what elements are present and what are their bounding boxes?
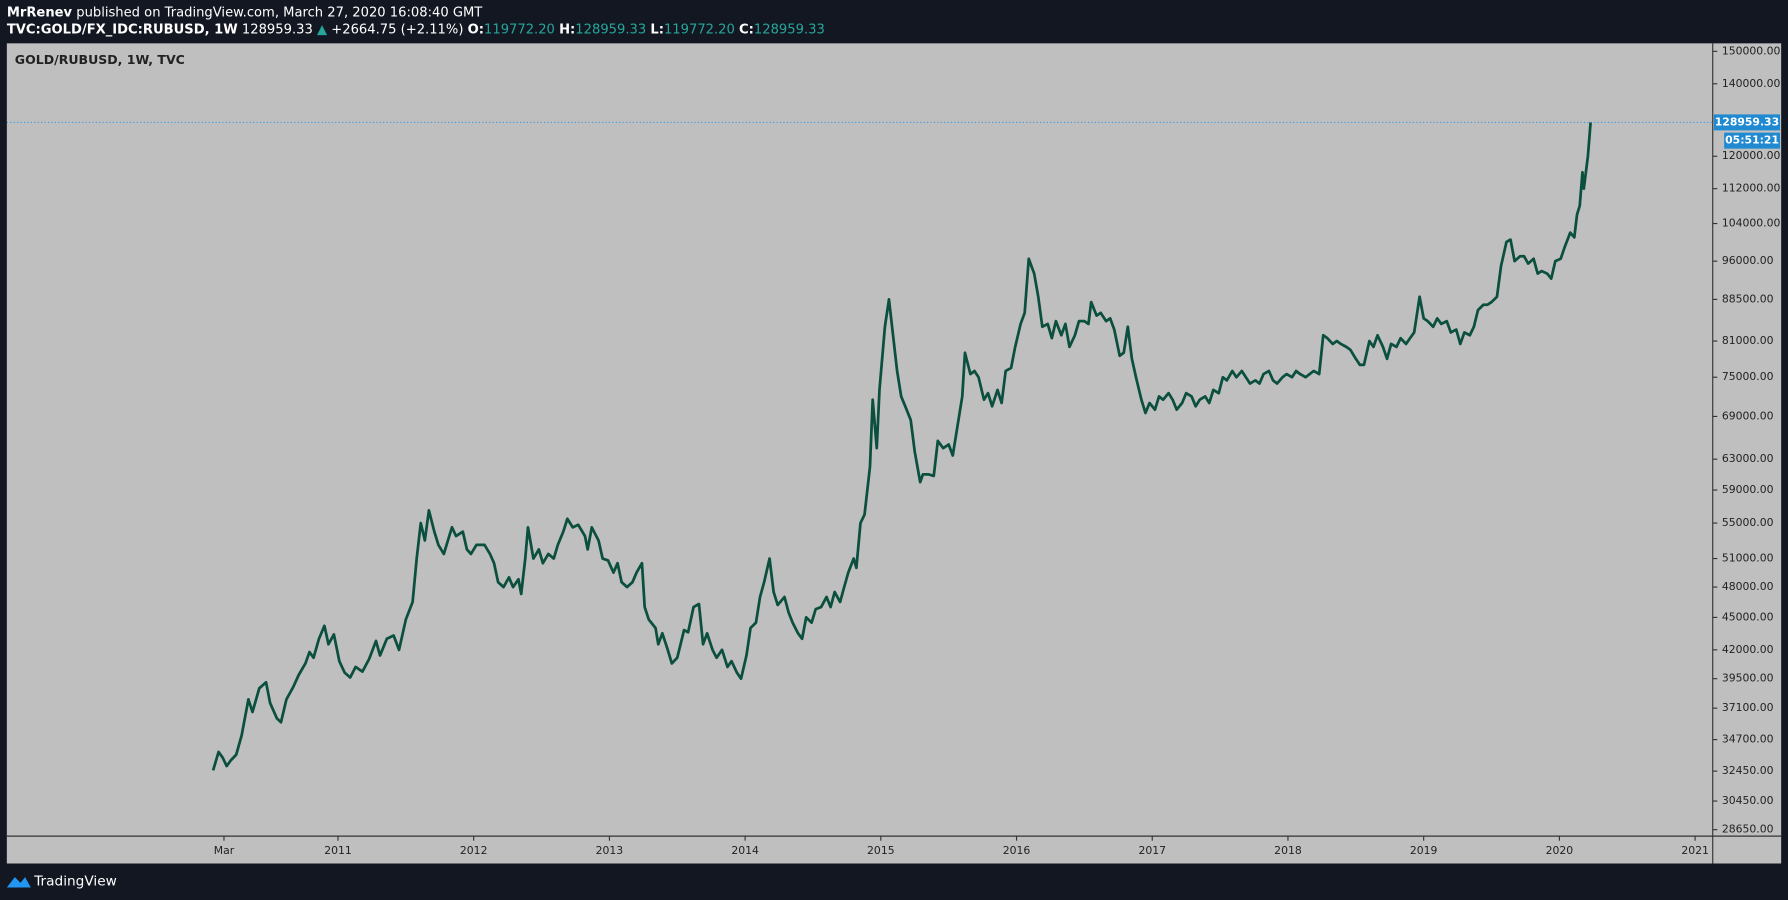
x-tick-label: 2017 (1138, 844, 1166, 857)
y-tick-label: 34700.00 (1722, 733, 1774, 746)
x-tick-label: 2021 (1681, 844, 1709, 857)
y-tick-label: 88500.00 (1722, 292, 1774, 305)
y-tick-label: 45000.00 (1722, 610, 1774, 623)
y-tick-label: 75000.00 (1722, 370, 1774, 383)
countdown-box (1724, 132, 1781, 149)
y-tick-label: 42000.00 (1722, 643, 1774, 656)
publish-line: MrRenev published on TradingView.com, Ma… (7, 5, 483, 20)
x-tick-label: 2013 (596, 844, 624, 857)
symbol: TVC:GOLD/FX_IDC:RUBUSD, 1W (7, 22, 238, 37)
y-tick-label: 51000.00 (1722, 552, 1774, 565)
x-tick-label: 2012 (460, 844, 488, 857)
y-tick-label: 104000.00 (1722, 217, 1781, 230)
x-tick-label: 2020 (1546, 844, 1574, 857)
y-tick-label: 28650.00 (1722, 823, 1774, 836)
x-tick-label: Mar (214, 844, 235, 857)
price-line (211, 122, 1592, 771)
y-tick-label: 39500.00 (1722, 672, 1774, 685)
x-tick-label: 2014 (731, 844, 759, 857)
y-tick-label: 140000.00 (1722, 77, 1781, 90)
y-tick-label: 150000.00 (1722, 44, 1781, 57)
ohlc-value: 128959.33 (575, 22, 646, 37)
plot: 150000.00 140000.00 120000.00 112000.00 1040… (6, 44, 1781, 857)
x-tick-label: 2015 (867, 844, 895, 857)
y-tick-label: 59000.00 (1722, 483, 1774, 496)
y-tick-label: 55000.00 (1722, 516, 1774, 529)
ohlc-label: O: (468, 22, 484, 37)
y-tick-label: 112000.00 (1722, 182, 1781, 195)
y-tick-label: 96000.00 (1722, 254, 1774, 267)
brand: TradingView (6, 874, 117, 890)
y-tick-label: 120000.00 (1722, 149, 1781, 162)
ohlc-label: H: (559, 22, 575, 37)
author: MrRenev (7, 5, 73, 20)
y-tick-label: 69000.00 (1722, 409, 1774, 422)
ohlc-label: C: (739, 22, 754, 37)
brand-name: TradingView (33, 874, 117, 890)
x-tick-label: 2018 (1274, 844, 1302, 857)
chart-title: GOLD/RUBUSD, 1W, TVC (15, 52, 185, 67)
last-price-label: 128959.33 (1715, 115, 1779, 128)
y-tick-label: 81000.00 (1722, 334, 1774, 347)
last: 128959.33 (242, 22, 313, 37)
change: +2664.75 (+2.11%) (331, 22, 463, 37)
quote-line: TVC:GOLD/FX_IDC:RUBUSD, 1W 128959.33 ▲ +… (7, 22, 825, 37)
y-tick-label: 48000.00 (1722, 580, 1774, 593)
x-tick-label: 2019 (1410, 844, 1438, 857)
chart-pane (6, 43, 1782, 864)
x-tick-label: 2016 (1003, 844, 1031, 857)
ohlc-value: 119772.20 (484, 22, 555, 37)
y-tick-label: 30450.00 (1722, 794, 1774, 807)
ohlc-value: 119772.20 (664, 22, 735, 37)
published: published on TradingView.com, March 27, … (76, 5, 483, 20)
last-price-box (1713, 114, 1781, 131)
ohlc-label: L: (650, 22, 664, 37)
countdown-label: 05:51:21 (1725, 134, 1779, 147)
y-tick-label: 63000.00 (1722, 452, 1774, 465)
brand-logo (6, 877, 31, 888)
x-tick-label: 2011 (324, 844, 352, 857)
arrow: ▲ (317, 22, 328, 37)
ohlc-value: 128959.33 (754, 22, 825, 37)
y-tick-label: 37100.00 (1722, 701, 1774, 714)
y-tick-label: 32450.00 (1722, 764, 1774, 777)
